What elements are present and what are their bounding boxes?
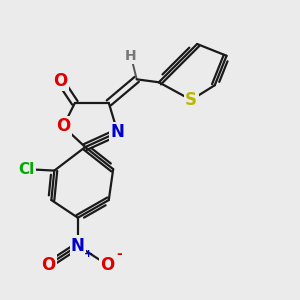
Text: O: O xyxy=(56,117,70,135)
Text: O: O xyxy=(53,72,67,90)
Text: +: + xyxy=(83,249,93,259)
Text: H: H xyxy=(125,49,137,63)
Text: O: O xyxy=(41,256,56,274)
Text: O: O xyxy=(100,256,114,274)
Text: N: N xyxy=(111,123,124,141)
Text: N: N xyxy=(71,237,85,255)
Text: S: S xyxy=(185,91,197,109)
Text: Cl: Cl xyxy=(18,162,34,177)
Text: -: - xyxy=(116,247,122,261)
